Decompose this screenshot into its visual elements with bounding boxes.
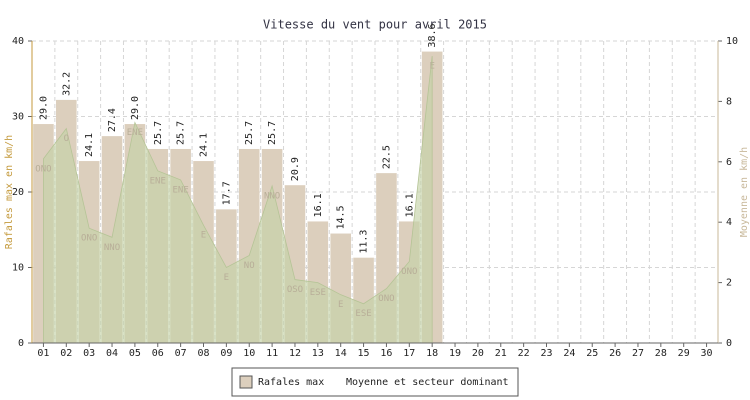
value-label: 24.1: [84, 133, 95, 157]
value-label: 16.1: [404, 193, 415, 217]
x-tick-label: 27: [632, 348, 644, 359]
y2-axis-label: Moyenne en km/h: [739, 147, 750, 237]
point-label: ONO: [378, 294, 394, 304]
x-tick-label: 07: [175, 348, 187, 359]
x-tick-label: 15: [358, 348, 370, 359]
x-tick-label: 29: [678, 348, 690, 359]
legend-swatch: [239, 375, 253, 389]
x-tick-label: 17: [403, 348, 415, 359]
x-tick-label: 20: [472, 348, 484, 359]
value-label: 14.5: [336, 205, 347, 229]
x-tick-label: 02: [60, 348, 72, 359]
point-label: ESE: [310, 288, 326, 298]
value-label: 25.7: [153, 121, 164, 145]
y-tick-label: 0: [18, 338, 24, 349]
value-label: 25.7: [267, 121, 278, 145]
x-tick-label: 19: [449, 348, 461, 359]
y2-tick-label: 8: [726, 96, 732, 107]
value-label: 20.9: [290, 157, 301, 181]
value-label: 29.0: [38, 96, 49, 120]
x-tick-label: 10: [243, 348, 255, 359]
y-tick-label: 20: [12, 187, 24, 198]
x-tick-label: 13: [312, 348, 324, 359]
point-label: OSO: [287, 285, 303, 295]
x-tick-label: 23: [540, 348, 552, 359]
chart-title: Vitesse du vent pour avril 2015: [263, 18, 487, 32]
legend-entry: Rafales max: [258, 377, 324, 388]
x-tick-label: 16: [380, 348, 392, 359]
y-tick-label: 40: [12, 36, 24, 47]
point-label: E: [224, 273, 229, 283]
value-label: 25.7: [244, 121, 255, 145]
x-tick-label: 03: [83, 348, 95, 359]
point-label: NO: [244, 261, 255, 271]
value-label: 25.7: [176, 121, 187, 145]
y2-tick-label: 0: [726, 338, 732, 349]
value-label: 24.1: [199, 133, 210, 157]
y2-tick-label: 2: [726, 278, 732, 289]
point-label: ONO: [81, 234, 97, 244]
x-tick-label: 04: [106, 348, 118, 359]
x-tick-label: 14: [335, 348, 347, 359]
value-label: 32.2: [61, 72, 72, 96]
point-label: ONO: [35, 164, 51, 174]
x-tick-label: 18: [426, 348, 438, 359]
x-tick-label: 21: [495, 348, 507, 359]
point-label: NNO: [264, 191, 280, 201]
x-tick-label: 24: [563, 348, 575, 359]
x-tick-label: 12: [289, 348, 301, 359]
point-label: ENE: [150, 176, 166, 186]
x-tick-label: 05: [129, 348, 141, 359]
point-label: ENE: [173, 185, 189, 195]
y2-tick-label: 6: [726, 157, 732, 168]
y-tick-label: 10: [12, 263, 24, 274]
legend-box: [231, 367, 519, 397]
x-tick-label: 08: [197, 348, 209, 359]
y2-tick-label: 4: [726, 217, 732, 228]
y-tick-label: 30: [12, 112, 24, 123]
x-tick-label: 26: [609, 348, 621, 359]
value-label: 17.7: [221, 181, 232, 205]
area: [43, 56, 433, 344]
x-tick-label: 01: [37, 348, 49, 359]
x-tick-label: 28: [655, 348, 667, 359]
point-label: E: [429, 62, 434, 72]
point-label: NNO: [104, 243, 120, 253]
value-label: 29.0: [130, 96, 141, 120]
point-label: ONO: [401, 267, 417, 277]
y2-tick-label: 10: [726, 36, 738, 47]
legend-entry: Moyenne et secteur dominant: [346, 377, 509, 388]
x-tick-label: 11: [266, 348, 278, 359]
x-tick-label: 06: [152, 348, 164, 359]
y-axis-label: Rafales max en km/h: [4, 135, 15, 249]
value-label: 27.4: [107, 108, 118, 132]
point-label: O: [64, 134, 69, 144]
x-tick-label: 25: [586, 348, 598, 359]
point-label: ESE: [355, 309, 371, 319]
x-tick-label: 22: [518, 348, 530, 359]
x-tick-label: 30: [701, 348, 713, 359]
point-label: ENE: [127, 128, 143, 138]
point-label: E: [201, 231, 206, 241]
x-tick-label: 09: [220, 348, 232, 359]
value-label: 11.3: [359, 230, 370, 254]
value-label: 16.1: [313, 193, 324, 217]
value-label: 38.6: [427, 23, 438, 47]
value-label: 22.5: [381, 145, 392, 169]
point-label: E: [338, 300, 343, 310]
